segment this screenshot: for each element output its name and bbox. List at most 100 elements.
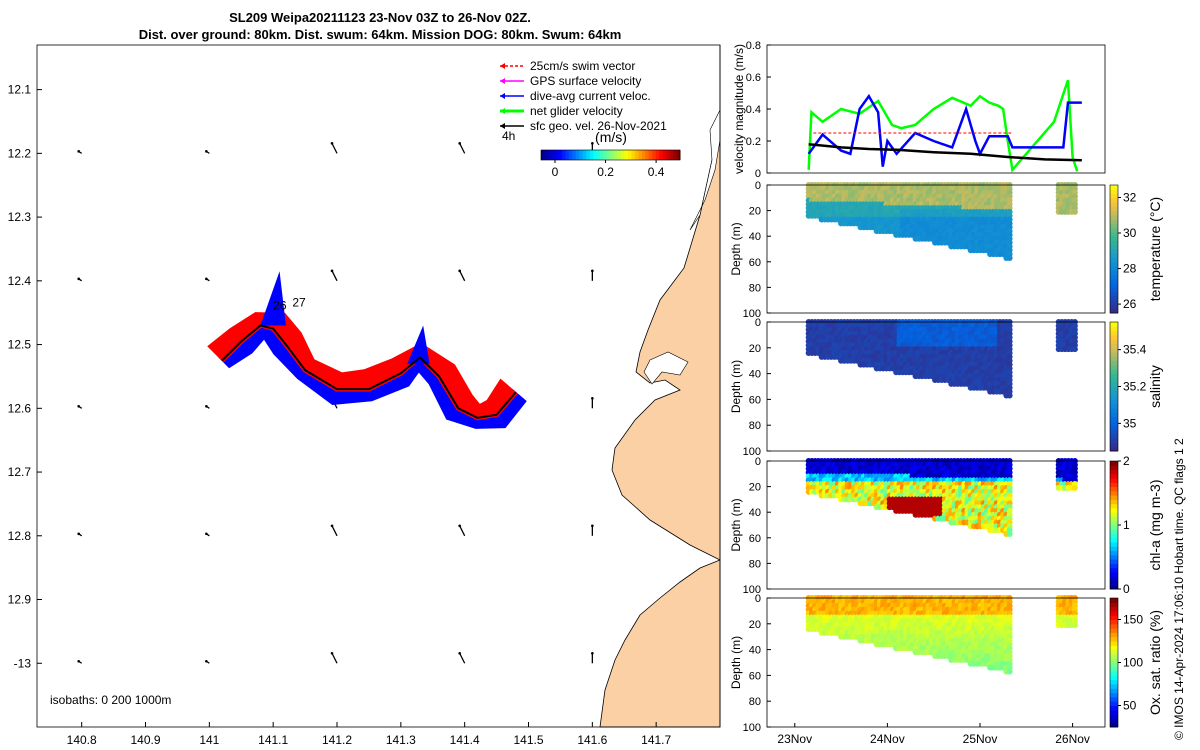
colorbar-swatch (1110, 542, 1118, 547)
geo-velocity-arrow (331, 525, 338, 537)
colorbar-swatch (673, 150, 678, 160)
colorbar-swatch (1110, 390, 1118, 396)
colorbar-swatch (1110, 347, 1118, 353)
colorbar-swatch (1110, 606, 1118, 612)
colorbar-swatch (1110, 442, 1118, 448)
section-y-tick-label: 100 (743, 308, 761, 320)
section-y-tick-label: 60 (749, 257, 761, 269)
legend-label: sfc geo. vel. 26-Nov-2021 (530, 119, 667, 133)
colorbar-swatch (1110, 365, 1118, 370)
colorbar-swatch (1110, 482, 1118, 488)
section-scatter-2 (805, 319, 1078, 399)
colorbar-swatch (1110, 300, 1118, 305)
colorbar-swatch (1110, 628, 1118, 633)
coastal-inlet (689, 109, 721, 231)
section-x-tick-label: 25Nov (963, 732, 998, 746)
colorbar-swatch (1110, 559, 1118, 564)
colorbar-swatch (565, 150, 570, 160)
colorbar-swatch (1110, 412, 1118, 418)
colorbar-swatch (1110, 227, 1118, 233)
geo-velocity-arrowhead (591, 651, 594, 655)
legend-label: 25cm/s swim vector (530, 59, 635, 73)
section-x-tick-label: 26Nov (1055, 732, 1090, 746)
day-label: 27 (292, 295, 306, 309)
colorbar-swatch (1110, 236, 1118, 241)
geo-velocity-arrowhead (77, 277, 80, 281)
map-y-tick-label: 12.4 (8, 274, 32, 288)
section-scatter-4 (805, 595, 1078, 675)
colorbar-swatch (1110, 705, 1118, 711)
section-colorbar-tick-label: 150 (1123, 613, 1143, 627)
colorbar-swatch (1110, 197, 1118, 203)
colorbar-swatch (1110, 619, 1118, 625)
colorbar-swatch (1110, 666, 1118, 672)
colorbar-swatch (1110, 343, 1118, 349)
colorbar-swatch (607, 150, 611, 160)
colorbar-swatch (1110, 214, 1118, 220)
colorbar-swatch (1110, 473, 1118, 479)
colorbar-swatch (1110, 641, 1118, 646)
colorbar-swatch (1110, 266, 1118, 271)
section-y-tick-label: 20 (749, 619, 761, 631)
section-colorbar-label: temperature (°C) (1147, 197, 1163, 301)
colorbar-tick-label: 0.2 (597, 165, 614, 179)
section-y-tick-label: 20 (749, 482, 761, 494)
colorbar-swatch (1110, 495, 1118, 500)
colorbar-swatch (1110, 253, 1118, 259)
section-colorbar-tick-label: 50 (1123, 699, 1137, 713)
colorbar-swatch (1110, 696, 1118, 702)
colorbar-unit-label: (m/s) (595, 129, 627, 145)
colorbar-swatch (1110, 563, 1118, 569)
geo-velocity-arrowhead (205, 150, 208, 153)
legend-label: dive-avg current veloc. (530, 89, 651, 103)
colorbar-swatch (1110, 520, 1118, 526)
section-sample (1071, 346, 1078, 353)
colorbar-swatch (1110, 326, 1118, 332)
section-y-tick-label: 100 (743, 584, 761, 596)
colorbar-swatch (1110, 461, 1118, 466)
section-y-tick-label: 80 (749, 558, 761, 570)
map-y-tick-label: 12.2 (8, 146, 32, 160)
chart-title-line2: Dist. over ground: 80km. Dist. swum: 64k… (138, 27, 622, 42)
map-x-tick-label: 140.8 (67, 733, 97, 747)
map-x-tick-label: 141 (199, 733, 219, 747)
section-colorbar-label: chl-a (mg m-3) (1147, 479, 1163, 570)
colorbar-swatch (659, 150, 664, 160)
colorbar-swatch (1110, 386, 1118, 392)
colorbar-swatch (676, 150, 681, 160)
day-label: 26 (273, 299, 287, 313)
section-colorbar-tick-label: 35 (1123, 416, 1137, 430)
colorbar-swatch (1110, 602, 1118, 608)
section-ylabel: Depth (m) (729, 222, 743, 275)
colorbar-swatch (1110, 291, 1118, 297)
section-colorbar-tick-label: 28 (1123, 262, 1137, 276)
geo-velocity-arrow (459, 525, 466, 537)
colorbar-swatch (572, 150, 577, 160)
colorbar-swatch (582, 150, 587, 160)
section-colorbar-tick-label: 2 (1123, 454, 1130, 468)
colorbar-swatch (1110, 623, 1118, 629)
colorbar-swatch (1110, 433, 1118, 439)
colorbar-swatch (1110, 377, 1118, 383)
map-y-tick-label: 12.8 (8, 529, 32, 543)
colorbar-swatch (1110, 356, 1118, 362)
colorbar-swatch (1110, 688, 1118, 694)
section-colorbar-tick-label: 100 (1123, 656, 1143, 670)
section-sample (1006, 254, 1013, 261)
colorbar-swatch (551, 150, 556, 160)
colorbar-swatch (554, 150, 559, 160)
velocity-series-net (807, 79, 1079, 173)
colorbar-swatch (645, 150, 650, 160)
section-ylabel: Depth (m) (729, 636, 743, 689)
map-y-tick-label: 12.7 (8, 465, 32, 479)
colorbar-swatch (652, 150, 657, 160)
colorbar-swatch (648, 150, 653, 160)
section-y-tick-label: 80 (749, 282, 761, 294)
colorbar-swatch (1110, 649, 1118, 655)
colorbar-swatch (1110, 722, 1118, 728)
map-y-tick-label: 12.3 (8, 210, 32, 224)
colorbar-swatch (1110, 373, 1118, 379)
colorbar-swatch (1110, 295, 1118, 301)
geo-velocity-arrow (331, 143, 338, 154)
section-colorbar-tick-label: 32 (1123, 190, 1137, 204)
